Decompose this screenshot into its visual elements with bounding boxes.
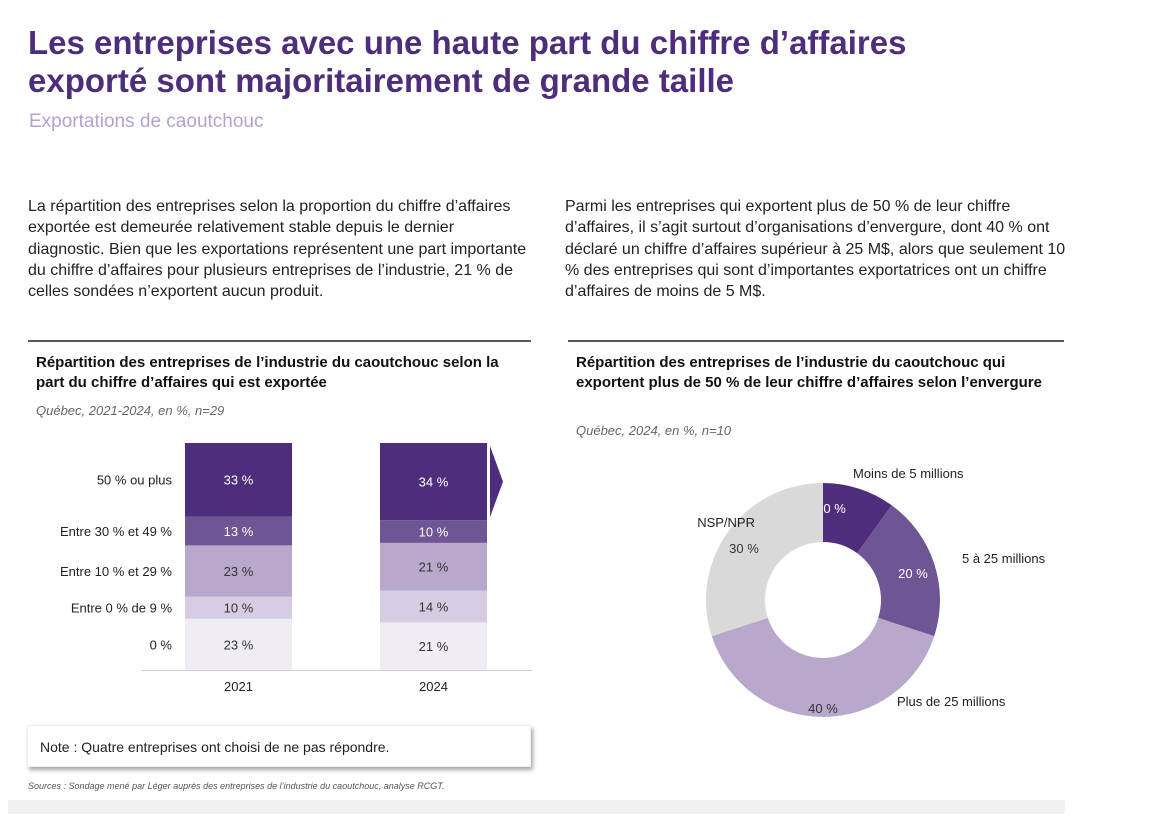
data-label: 10 % <box>419 525 449 540</box>
data-label: 34 % <box>419 475 449 490</box>
data-label: 33 % <box>224 473 254 488</box>
paragraph-left: La répartition des entreprises selon la … <box>28 198 527 301</box>
row-label: Entre 10 % et 29 % <box>60 564 172 579</box>
donut-chart: 10 % Moins de 5 millions 20 % 5 à 25 millio… <box>697 466 1046 717</box>
bar-layer: 23 % 0 % 10 % Entre 0 % de 9 % 23 % Entre 10 … <box>60 443 503 694</box>
row-label: 0 % <box>150 637 173 652</box>
note-box: Note : Quatre entreprises ont choisi de … <box>27 725 531 767</box>
bar-segment <box>185 618 292 670</box>
slice-value-label: 10 % <box>816 501 846 516</box>
donut-chart-subtitle: Québec, 2024, en %, n=10 <box>576 423 732 438</box>
data-label: 21 % <box>419 639 449 654</box>
divider-right <box>568 340 1064 342</box>
data-label: 23 % <box>224 564 254 579</box>
bar-chart-title: Répartition des entreprises de l’industr… <box>36 354 499 391</box>
slice-category-label: Moins de 5 millions <box>853 466 964 481</box>
data-label: 23 % <box>224 637 254 652</box>
bar-chart-subtitle: Québec, 2021-2024, en %, n=29 <box>36 403 225 418</box>
row-label: Entre 30 % et 49 % <box>60 524 172 539</box>
slice-category-label: 5 à 25 millions <box>962 551 1046 566</box>
data-label: 10 % <box>224 601 254 616</box>
data-label: 13 % <box>224 524 254 539</box>
bar-segment <box>380 520 487 543</box>
donut-slice <box>823 483 892 554</box>
row-label: 50 % ou plus <box>97 473 173 488</box>
slice-value-label: 20 % <box>898 566 928 581</box>
slice-value-label: 30 % <box>729 541 759 556</box>
slice-value-label: 40 % <box>808 701 838 716</box>
donut-chart-title: Répartition des entreprises de l’industr… <box>576 354 1042 391</box>
page-title: Les entreprises avec une haute part du c… <box>28 24 907 99</box>
bar-segment <box>185 596 292 619</box>
donut-slice <box>857 505 940 637</box>
slice-category-label: NSP/NPR <box>697 515 755 530</box>
data-label: 21 % <box>419 560 449 575</box>
bar-segment <box>185 443 292 517</box>
x-tick-label: 2021 <box>224 679 253 694</box>
x-tick-label: 2024 <box>419 679 448 694</box>
donut-slice <box>711 617 935 717</box>
data-label: 14 % <box>419 599 449 614</box>
donut-slice <box>706 483 823 637</box>
stacked-bar-chart: 23 % 0 % 10 % Entre 0 % de 9 % 23 % Entre 10 … <box>60 443 532 694</box>
page-subtitle: Exportations de caoutchouc <box>29 111 264 132</box>
donut-layer: 10 % Moins de 5 millions 20 % 5 à 25 millio… <box>697 466 1046 717</box>
bar-segment <box>380 443 487 521</box>
bar-segment <box>185 545 292 597</box>
row-label: Entre 0 % de 9 % <box>71 601 173 616</box>
footer-bar <box>8 800 1065 814</box>
paragraph-right: Parmi les entreprises qui exportent plus… <box>565 198 1066 301</box>
divider-left <box>28 340 531 342</box>
bar-segment <box>380 622 487 670</box>
bar-segment <box>380 590 487 623</box>
bar-segment <box>380 542 487 591</box>
sources-text: Sources : Sondage mené par Léger auprès … <box>28 781 445 791</box>
slice-category-label: Plus de 25 millions <box>897 694 1006 709</box>
highlight-arrow-icon <box>490 446 503 518</box>
bar-segment <box>185 516 292 546</box>
